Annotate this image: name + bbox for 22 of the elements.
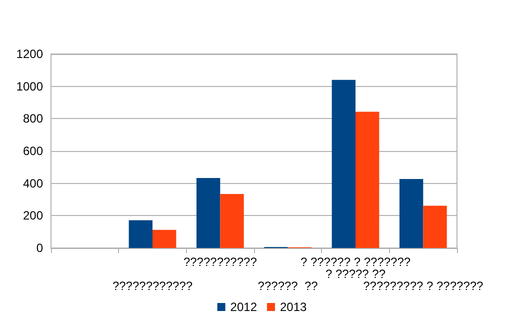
bar xyxy=(332,80,356,248)
x-tick-label: ??????????? xyxy=(183,255,258,269)
legend-label: 2013 xyxy=(280,300,308,314)
x-tick-label: ?????? ?? xyxy=(258,279,318,293)
y-tick-label: 600 xyxy=(22,144,44,158)
y-tick-label: 200 xyxy=(22,208,44,223)
bar xyxy=(152,230,176,248)
x-tick-label: ????????? ? ??????? xyxy=(363,279,484,293)
x-tick-label: ? ?????? ? ??????? ? ????? ?? xyxy=(300,255,411,281)
x-tick-label: ???????????? xyxy=(112,279,193,293)
y-tick-label: 1000 xyxy=(16,79,44,94)
y-tick-label: 1200 xyxy=(16,47,44,61)
bar xyxy=(399,178,424,248)
legend-label: 2012 xyxy=(230,300,258,314)
bar xyxy=(220,194,244,248)
bar xyxy=(423,206,447,248)
bar xyxy=(356,112,380,248)
y-tick-label: 400 xyxy=(22,176,44,190)
bar xyxy=(196,178,220,248)
bar xyxy=(128,220,152,248)
y-tick-label: 0 xyxy=(36,241,44,255)
y-tick-label: 800 xyxy=(22,112,44,126)
